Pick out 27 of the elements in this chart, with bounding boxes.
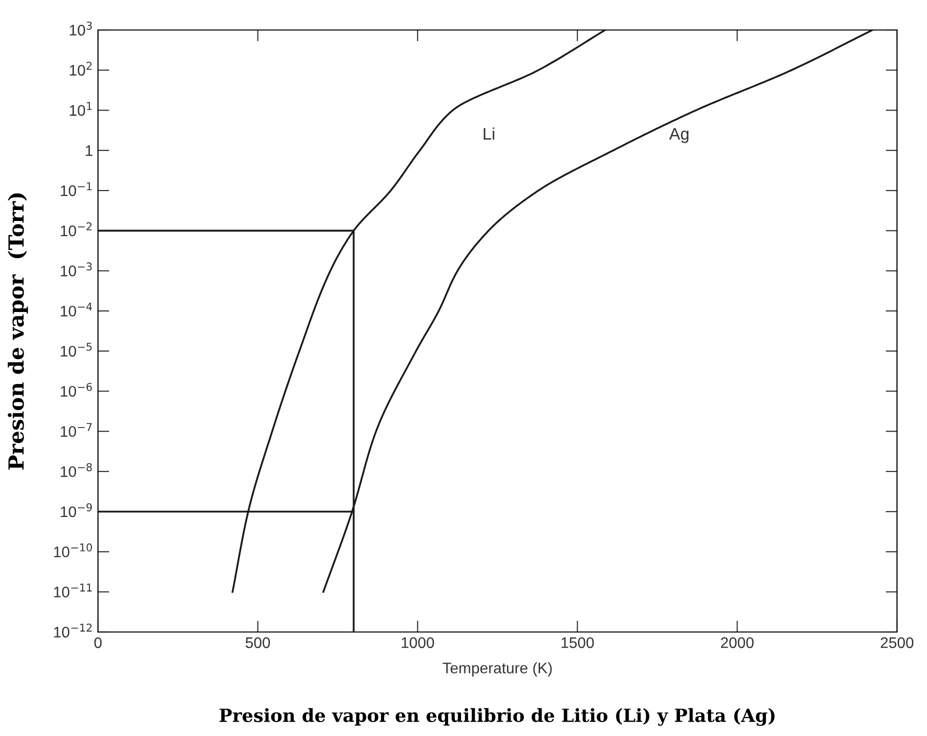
x-tick-label: 0 [94, 637, 102, 648]
y-tick-label: 10$^{3}$ [70, 22, 92, 36]
x-tick-label: 2000 [720, 637, 754, 648]
y-tick-label: 10$^{−11}$ [54, 584, 92, 598]
y-tick-label: 10$^{−8}$ [60, 463, 92, 478]
series-label: Li [484, 128, 494, 140]
x-tick-label: 1000 [402, 637, 434, 648]
y-axis-title: Presion de vapor (Torr) [8, 193, 28, 470]
x-tick-label: 500 [246, 637, 270, 648]
y-tick-label: 10$^{−3}$ [60, 262, 92, 276]
y-tick-label: 10$^{−4}$ [60, 302, 92, 317]
y-tick-label: 10$^{−7}$ [60, 423, 92, 437]
y-tick-label: 10$^{−1}$ [60, 182, 92, 196]
y-tick-label: 1 [86, 145, 92, 156]
y-tick-label: 10$^{−12}$ [54, 624, 92, 638]
text: Presion de vapor en equilibrio de Litio (Li) y Plata (Ag) [220, 708, 775, 726]
y-tick-label: 10$^{−9}$ [60, 503, 92, 518]
y-tick-label: 10$^{−5}$ [60, 342, 92, 357]
y-tick-label: 10$^{−10}$ [54, 543, 92, 558]
y-tick-label: 10$^{1}$ [70, 102, 92, 116]
x-tick-label: 1500 [562, 637, 594, 648]
series-label: Ag [669, 128, 688, 144]
x-axis-title: Temperature (K) [442, 662, 552, 676]
y-tick-label: 10$^{−2}$ [60, 222, 92, 236]
y-tick-label: 10$^{2}$ [70, 62, 92, 76]
x-tick-label: 2500 [880, 637, 914, 648]
y-tick-label: 10$^{−6}$ [60, 382, 92, 397]
